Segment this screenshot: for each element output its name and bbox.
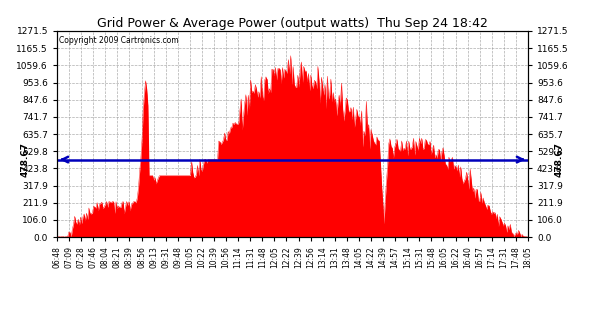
Text: Copyright 2009 Cartronics.com: Copyright 2009 Cartronics.com: [59, 36, 179, 45]
Title: Grid Power & Average Power (output watts)  Thu Sep 24 18:42: Grid Power & Average Power (output watts…: [97, 17, 488, 30]
Text: 478.67: 478.67: [554, 142, 563, 177]
Text: 478.67: 478.67: [20, 142, 29, 177]
